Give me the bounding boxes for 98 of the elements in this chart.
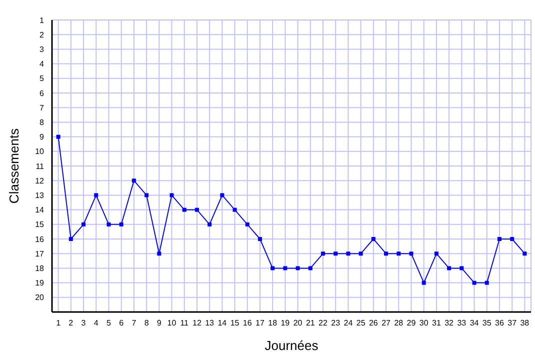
- point: [119, 222, 124, 226]
- y-tick-label: 15: [35, 220, 45, 230]
- point: [194, 208, 199, 212]
- x-tick-label: 34: [470, 318, 480, 328]
- y-tick-label: 6: [40, 88, 45, 98]
- point: [208, 222, 212, 226]
- y-tick-label: 13: [35, 191, 45, 200]
- x-tick-label: 38: [520, 318, 530, 328]
- x-tick-label: 20: [293, 318, 303, 328]
- x-tick-label: 14: [218, 318, 228, 328]
- point: [346, 252, 350, 256]
- x-tick-label: 29: [406, 318, 416, 328]
- x-tick-label: 16: [242, 318, 252, 328]
- x-tick-label: 15: [230, 318, 240, 328]
- x-tick-label: 7: [132, 318, 137, 328]
- y-tick-label: 3: [40, 45, 45, 54]
- y-tick-label: 1: [40, 16, 45, 25]
- x-tick-label: 24: [344, 318, 354, 328]
- x-tick-label: 35: [482, 318, 492, 328]
- point: [522, 252, 527, 256]
- point: [409, 252, 414, 256]
- y-tick-label: 19: [35, 278, 45, 288]
- point: [68, 237, 73, 241]
- point: [510, 237, 514, 241]
- point: [182, 208, 186, 212]
- y-axis-title: Classements: [6, 128, 22, 204]
- point: [396, 252, 401, 256]
- point: [82, 222, 86, 226]
- x-tick-label: 21: [306, 318, 316, 328]
- y-tick-label: 4: [40, 60, 45, 69]
- x-tick-label: 1: [56, 318, 62, 328]
- point: [232, 208, 237, 212]
- y-tick-label: 16: [35, 234, 45, 244]
- x-tick-label: 2: [68, 318, 74, 328]
- x-tick-label: 6: [119, 318, 124, 328]
- point: [460, 266, 464, 270]
- x-tick-label: 36: [495, 318, 504, 328]
- x-tick-label: 23: [331, 318, 341, 328]
- y-tick-label: 7: [40, 103, 45, 112]
- point: [106, 222, 111, 226]
- point: [434, 252, 438, 256]
- point: [308, 266, 312, 270]
- x-tick-label: 17: [256, 318, 265, 328]
- point: [220, 193, 224, 198]
- point: [321, 252, 326, 256]
- x-tick-label: 32: [444, 318, 454, 328]
- y-tick-label: 10: [35, 147, 45, 156]
- x-tick-label: 22: [318, 318, 328, 328]
- x-tick-label: 27: [382, 318, 392, 328]
- point: [334, 252, 338, 256]
- x-axis-title: Journées: [264, 338, 319, 353]
- point: [484, 280, 489, 285]
- point: [258, 237, 262, 241]
- point: [283, 266, 288, 270]
- point: [422, 280, 426, 285]
- x-tick-label: 8: [144, 318, 150, 328]
- x-tick-label: 33: [457, 318, 467, 328]
- y-tick-label: 11: [36, 162, 45, 171]
- point: [56, 134, 60, 139]
- point: [270, 266, 275, 270]
- y-tick-label: 20: [35, 293, 45, 302]
- point: [447, 266, 452, 270]
- x-tick-label: 5: [106, 318, 112, 328]
- x-tick-label: 13: [205, 318, 215, 328]
- x-tick-label: 19: [280, 318, 290, 328]
- point: [296, 266, 300, 270]
- x-tick-label: 4: [94, 318, 99, 328]
- y-tick-label: 18: [35, 264, 45, 274]
- point: [132, 178, 136, 183]
- point: [94, 193, 98, 198]
- point: [157, 252, 162, 256]
- point: [358, 252, 363, 256]
- x-tick-label: 28: [394, 318, 404, 328]
- x-tick-label: 26: [368, 318, 378, 328]
- y-tick-label: 8: [40, 118, 45, 128]
- x-tick-label: 18: [268, 318, 278, 328]
- y-tick-label: 14: [35, 206, 45, 215]
- y-tick-label: 12: [35, 176, 45, 186]
- y-tick-label: 2: [40, 30, 45, 40]
- x-tick-label: 31: [432, 318, 442, 328]
- x-tick-label: 10: [167, 318, 177, 328]
- x-tick-label: 37: [508, 318, 518, 328]
- y-tick-label: 5: [40, 74, 45, 84]
- point: [144, 193, 149, 198]
- point: [497, 237, 502, 241]
- point: [371, 237, 376, 241]
- point: [472, 280, 476, 285]
- x-tick-label: 30: [419, 318, 429, 328]
- point: [245, 222, 250, 226]
- x-tick-label: 11: [180, 318, 190, 328]
- x-tick-label: 3: [81, 318, 86, 328]
- point: [384, 252, 388, 256]
- y-tick-label: 9: [40, 132, 45, 142]
- y-tick-label: 17: [35, 249, 45, 258]
- x-tick-label: 9: [156, 318, 162, 328]
- point: [170, 193, 174, 198]
- x-tick-label: 12: [192, 318, 202, 328]
- x-tick-label: 25: [356, 318, 366, 328]
